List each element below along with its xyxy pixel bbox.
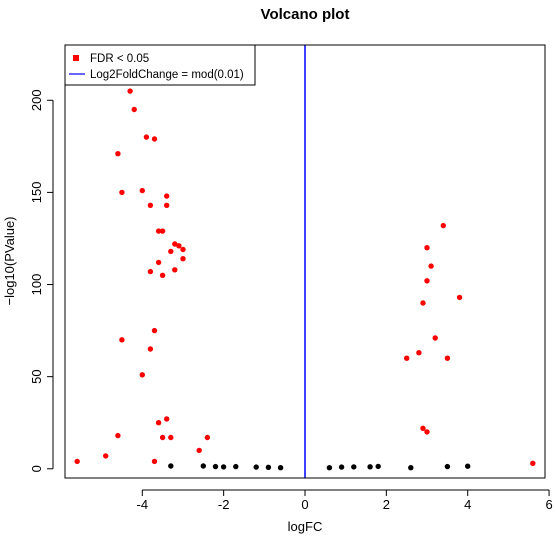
data-point	[456, 294, 463, 301]
data-point	[159, 272, 166, 278]
data-point	[326, 465, 333, 471]
data-point	[196, 447, 202, 454]
data-point	[212, 463, 219, 470]
data-point	[151, 458, 158, 465]
data-point	[253, 464, 259, 470]
data-point	[444, 463, 451, 470]
data-point	[159, 228, 166, 234]
data-point	[155, 259, 162, 266]
data-point	[220, 464, 227, 470]
data-point	[155, 420, 162, 426]
data-point	[155, 228, 162, 234]
data-point	[428, 263, 434, 269]
y-axis-label: −log10(PValue)	[2, 216, 17, 305]
y-tick-label: 200	[29, 89, 44, 111]
x-axis-label: logFC	[288, 519, 323, 534]
data-point	[115, 151, 121, 157]
x-tick-label: 2	[383, 497, 390, 512]
x-tick-label: 6	[545, 497, 552, 512]
data-point	[375, 463, 381, 470]
data-point	[147, 346, 154, 352]
data-point	[408, 465, 414, 471]
data-point	[180, 256, 186, 262]
data-point	[465, 463, 471, 469]
data-point	[164, 193, 170, 199]
data-point	[432, 335, 438, 341]
data-point	[119, 337, 125, 343]
data-point	[440, 222, 446, 229]
data-point	[444, 355, 451, 361]
plot-frame	[64, 44, 546, 479]
data-point	[139, 187, 145, 194]
data-point	[530, 460, 536, 466]
legend-entry-fdr: FDR < 0.05	[90, 53, 149, 65]
data-point	[131, 106, 137, 113]
data-point	[420, 425, 426, 431]
legend-box	[64, 44, 256, 86]
data-point	[115, 432, 121, 439]
data-point	[143, 134, 150, 140]
data-point	[200, 463, 206, 469]
data-point	[204, 434, 211, 441]
data-point	[265, 464, 272, 470]
data-point	[172, 267, 178, 273]
data-point	[180, 246, 186, 253]
data-point	[74, 458, 80, 465]
data-point	[168, 434, 174, 441]
data-point	[127, 88, 133, 94]
data-point	[139, 372, 145, 378]
data-point	[424, 429, 430, 435]
y-axis: 0 50 100 150 200	[29, 89, 54, 472]
data-point	[159, 434, 166, 441]
data-point	[164, 416, 170, 422]
data-point	[233, 463, 239, 470]
legend: FDR < 0.05 Log2FoldChange = mod(0.01)	[64, 44, 256, 86]
data-point	[172, 241, 178, 247]
data-point	[168, 248, 174, 255]
data-point	[351, 464, 357, 470]
data-point	[151, 327, 158, 334]
data-point	[103, 453, 109, 459]
data-point	[424, 278, 430, 284]
y-tick-label: 100	[29, 274, 44, 296]
data-point	[404, 355, 410, 361]
x-tick-label: 0	[301, 497, 308, 512]
data-point	[168, 463, 174, 469]
chart-title: Volcano plot	[261, 6, 350, 23]
data-point	[164, 202, 170, 208]
data-point	[151, 136, 158, 142]
data-point	[119, 189, 125, 196]
y-tick-label: 150	[29, 182, 44, 204]
points-layer	[74, 88, 536, 471]
y-tick-label: 50	[29, 369, 44, 383]
y-tick-label: 0	[29, 465, 44, 472]
x-tick-label: -4	[137, 497, 149, 512]
data-point	[147, 202, 154, 208]
data-point	[416, 350, 422, 356]
data-point	[277, 465, 284, 471]
legend-point-swatch	[73, 55, 79, 61]
x-tick-label: -2	[218, 497, 230, 512]
data-point	[338, 464, 345, 470]
x-tick-label: 4	[464, 497, 471, 512]
data-point	[147, 268, 154, 275]
data-point	[176, 243, 182, 249]
legend-entry-logfc: Log2FoldChange = mod(0.01)	[90, 69, 244, 81]
data-point	[367, 464, 373, 470]
data-point	[420, 300, 426, 306]
x-axis: -4 -2 0 2 4 6	[137, 489, 553, 512]
data-point	[424, 245, 430, 251]
